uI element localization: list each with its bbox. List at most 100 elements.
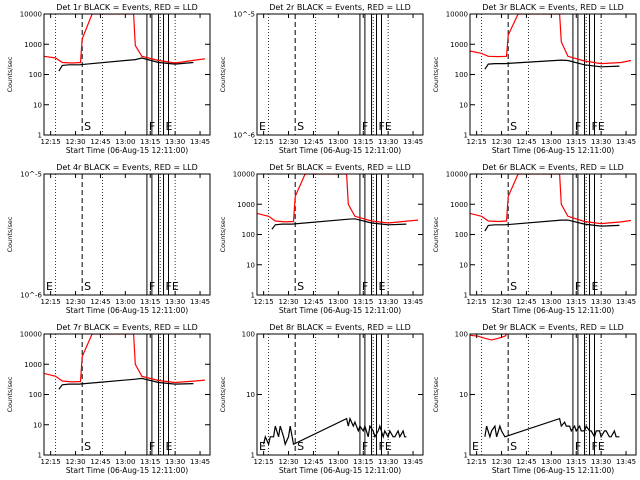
plot-frame xyxy=(43,333,211,456)
x-tick-label: 12:45 xyxy=(90,138,110,146)
x-tick-label: 13:30 xyxy=(165,458,185,466)
x-tick-label: 13:45 xyxy=(616,298,636,306)
x-tick-label: 13:00 xyxy=(328,458,348,466)
x-tick-label: 12:45 xyxy=(516,458,536,466)
x-tick-label: 12:45 xyxy=(303,138,323,146)
x-tick-label: 13:30 xyxy=(378,298,398,306)
x-tick-label: 13:45 xyxy=(190,458,210,466)
x-tick-label: 12:30 xyxy=(278,298,298,306)
series-lld-line xyxy=(470,14,632,65)
x-tick-label: 12:45 xyxy=(516,298,536,306)
x-tick-label: 13:30 xyxy=(591,458,611,466)
x-tick-label: 13:30 xyxy=(165,138,185,146)
y-tick-label: 1 xyxy=(38,132,42,140)
panel-title: Det 7r BLACK = Events, RED = LLD xyxy=(56,323,198,332)
panel-title: Det 6r BLACK = Events, RED = LLD xyxy=(482,163,624,172)
x-tick-label: 13:00 xyxy=(328,298,348,306)
x-tick-label: 13:15 xyxy=(353,138,373,146)
series-events-line xyxy=(484,417,620,439)
x-tick-label: 13:15 xyxy=(566,298,586,306)
plot-frame xyxy=(43,173,211,296)
panel-title: Det 9r BLACK = Events, RED = LLD xyxy=(482,323,624,332)
y-tick-label: 10 xyxy=(33,421,42,429)
panel-det-2: Det 2r BLACK = Events, RED = LLDESFFE12:… xyxy=(219,3,424,155)
panel-title: Det 3r BLACK = Events, RED = LLD xyxy=(482,3,624,12)
marker-label-fe: FE xyxy=(379,120,392,133)
panel-title: Det 5r BLACK = Events, RED = LLD xyxy=(269,163,411,172)
x-tick-label: 12:30 xyxy=(65,298,85,306)
y-tick-label: 100 xyxy=(455,331,468,339)
x-tick-label: 12:15 xyxy=(41,298,61,306)
y-axis-label: Counts/sec xyxy=(432,56,440,92)
y-axis-label: Counts/sec xyxy=(219,56,227,92)
marker-label-s: S xyxy=(297,440,304,453)
marker-label-fe: FE xyxy=(592,120,605,133)
series-events-line xyxy=(58,377,194,390)
y-tick-label: 100 xyxy=(29,391,42,399)
y-tick-label: 1 xyxy=(38,452,42,460)
x-tick-label: 12:30 xyxy=(491,458,511,466)
marker-label-s: S xyxy=(84,440,91,453)
plot-frame xyxy=(256,173,424,296)
marker-label-e: E xyxy=(46,280,53,293)
marker-label-e: E xyxy=(259,120,266,133)
y-axis-label: Counts/sec xyxy=(219,376,227,412)
plot-frame xyxy=(256,333,424,456)
y-tick-label: 10000 xyxy=(446,171,468,179)
y-tick-label: 10 xyxy=(459,261,468,269)
y-tick-label: 10 xyxy=(246,261,255,269)
series-events-line xyxy=(58,57,194,72)
y-tick-label: 1000 xyxy=(24,41,42,49)
x-tick-label: 13:45 xyxy=(190,298,210,306)
marker-label-fe: FE xyxy=(379,440,392,453)
x-tick-label: 12:15 xyxy=(254,298,274,306)
y-tick-label: 1 xyxy=(251,452,255,460)
y-tick-label: 100 xyxy=(455,71,468,79)
marker-label-e: E xyxy=(259,440,266,453)
x-tick-label: 13:00 xyxy=(115,298,135,306)
marker-label-fe: FE xyxy=(166,280,179,293)
x-tick-label: 13:30 xyxy=(591,298,611,306)
x-axis-label: Start Time (06-Aug-15 12:11:00) xyxy=(492,146,614,155)
x-tick-label: 13:00 xyxy=(328,138,348,146)
y-tick-label: 1 xyxy=(464,452,468,460)
panel-det-9: Det 9r BLACK = Events, RED = LLDESFFE12:… xyxy=(432,323,637,475)
y-tick-label: 10 xyxy=(246,391,255,399)
x-tick-label: 13:30 xyxy=(378,138,398,146)
y-tick-label: 10^-5 xyxy=(20,171,42,179)
marker-label-s: S xyxy=(510,280,517,293)
x-tick-label: 12:45 xyxy=(303,298,323,306)
y-tick-label: 10^-5 xyxy=(233,11,255,19)
y-tick-label: 1 xyxy=(464,292,468,300)
x-tick-label: 12:30 xyxy=(278,138,298,146)
y-tick-label: 1000 xyxy=(237,201,255,209)
y-tick-label: 100 xyxy=(29,71,42,79)
y-tick-label: 10000 xyxy=(233,171,255,179)
x-axis-label: Start Time (06-Aug-15 12:11:00) xyxy=(279,146,401,155)
x-tick-label: 13:00 xyxy=(541,298,561,306)
marker-label-s: S xyxy=(84,280,91,293)
x-tick-label: 13:45 xyxy=(190,138,210,146)
series-lld-line xyxy=(257,174,419,224)
y-axis-label: Counts/sec xyxy=(6,376,14,412)
panel-title: Det 8r BLACK = Events, RED = LLD xyxy=(269,323,411,332)
x-axis-label: Start Time (06-Aug-15 12:11:00) xyxy=(66,306,188,315)
y-tick-label: 1 xyxy=(464,132,468,140)
x-tick-label: 13:15 xyxy=(353,298,373,306)
y-tick-label: 10 xyxy=(33,101,42,109)
panel-title: Det 1r BLACK = Events, RED = LLD xyxy=(56,3,198,12)
y-axis-label: Counts/sec xyxy=(6,56,14,92)
y-tick-label: 10^-6 xyxy=(20,292,42,300)
x-tick-label: 12:30 xyxy=(65,458,85,466)
panel-det-6: Det 6r BLACK = Events, RED = LLDSFE12:15… xyxy=(432,163,637,315)
x-tick-label: 12:45 xyxy=(303,458,323,466)
y-axis-label: Counts/sec xyxy=(432,376,440,412)
y-tick-label: 10 xyxy=(459,391,468,399)
x-tick-label: 13:45 xyxy=(403,458,423,466)
x-tick-label: 12:15 xyxy=(467,458,487,466)
y-axis-label: Counts/sec xyxy=(219,216,227,252)
plot-frame xyxy=(469,173,637,296)
x-tick-label: 13:45 xyxy=(616,138,636,146)
marker-label-s: S xyxy=(510,440,517,453)
